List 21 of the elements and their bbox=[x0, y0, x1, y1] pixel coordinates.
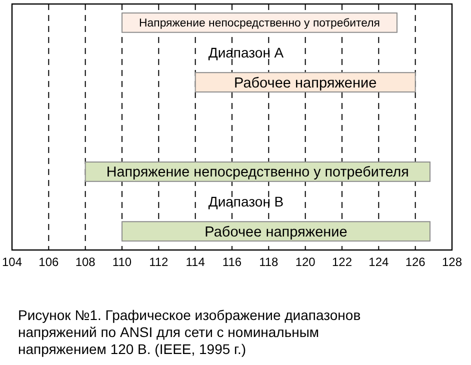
x-tick-label: 112 bbox=[149, 255, 169, 269]
text: Рисунок №1. Графическое изображение диапазонов напряжений по ANSI для сети с номинальным напряжением 120 В. (IEEE, 1995 г.) bbox=[18, 307, 361, 357]
y-tick-label: Рабочее напряжение bbox=[234, 75, 377, 92]
x-tick-label: 126 bbox=[405, 255, 426, 269]
x-tick-label: 118 bbox=[259, 255, 279, 269]
x-tick-label: 110 bbox=[112, 255, 132, 269]
x-tick-label: 106 bbox=[38, 255, 59, 269]
x-tick-label: 116 bbox=[222, 255, 242, 269]
x-tick-label: 114 bbox=[186, 255, 206, 269]
x-tick-label: 124 bbox=[368, 255, 389, 269]
annotation: Диапазон В bbox=[208, 193, 284, 210]
y-tick-label: Напряжение непосредственно у потребителя bbox=[106, 164, 409, 181]
x-tick-label: 122 bbox=[332, 255, 352, 269]
x-tick-label: 128 bbox=[442, 255, 462, 269]
y-tick-label: Рабочее напряжение bbox=[204, 224, 348, 240]
x-tick-label: 104 bbox=[2, 255, 22, 269]
y-tick-label: Напряжение непосредственно у потребителя bbox=[139, 18, 380, 30]
bar bbox=[122, 221, 430, 242]
annotation: Диапазон А bbox=[208, 44, 284, 60]
x-tick-label: 120 bbox=[295, 255, 316, 269]
x-tick-label: 108 bbox=[75, 255, 96, 269]
